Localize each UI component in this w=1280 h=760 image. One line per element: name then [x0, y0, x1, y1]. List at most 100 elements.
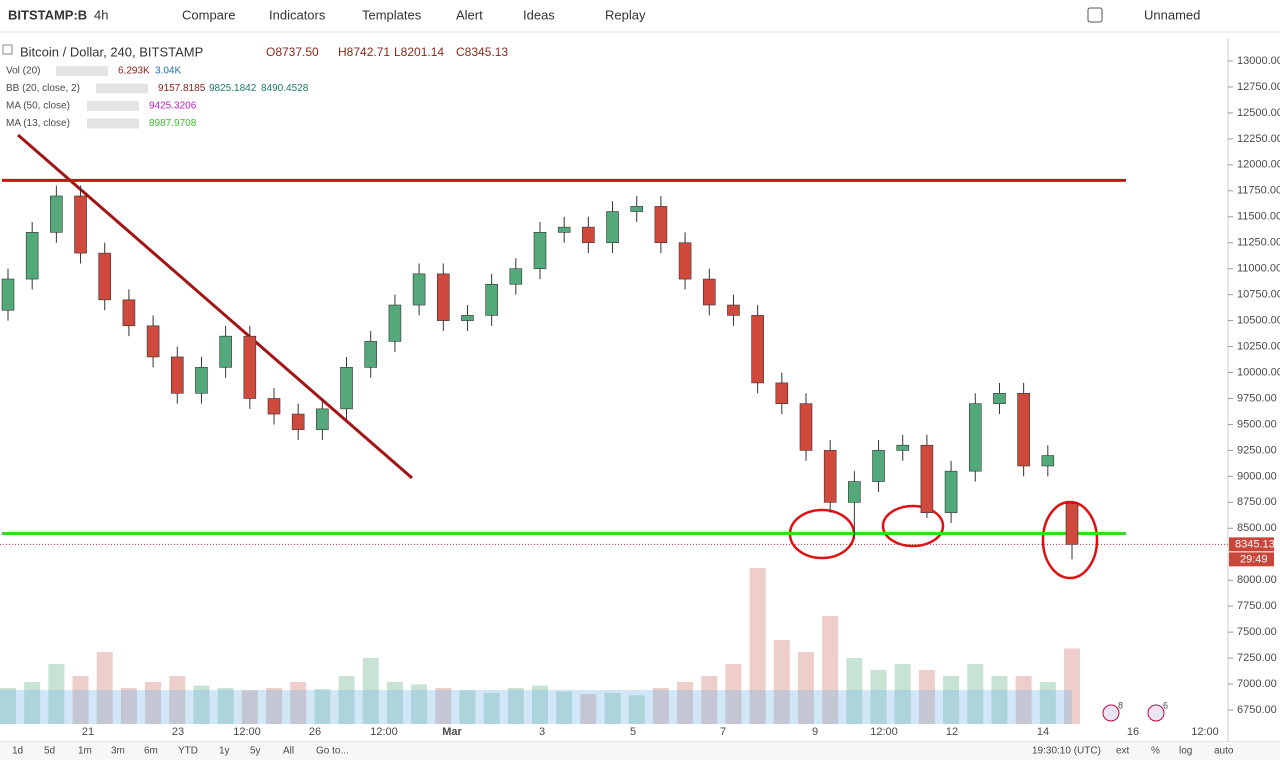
toolbar-button[interactable]: Compare: [182, 7, 235, 22]
range-button[interactable]: 1d: [12, 746, 23, 757]
volume-bar: [580, 694, 597, 724]
flag-icon[interactable]: [1147, 704, 1165, 722]
study-value: 9825.1842: [209, 83, 257, 94]
y-tick-label: 10500.00: [1237, 315, 1280, 327]
circle-annotation: [881, 504, 945, 548]
range-button[interactable]: All: [283, 746, 294, 757]
volume-bar: [556, 691, 573, 724]
layout-icon[interactable]: [1087, 7, 1103, 23]
volume-bar: [870, 670, 887, 724]
study-controls[interactable]: [96, 83, 148, 94]
volume-bar: [120, 688, 137, 724]
axis-option[interactable]: %: [1151, 746, 1160, 757]
toolbar: [0, 0, 1280, 32]
volume-bar: [145, 682, 162, 724]
candle-body: [799, 403, 813, 451]
study-value: 6.293K: [118, 66, 150, 77]
y-tick-label: 11500.00: [1237, 211, 1280, 223]
candle-body: [219, 335, 232, 368]
y-tick-label: 8750.00: [1237, 496, 1277, 508]
bottom-bar: [0, 742, 1280, 760]
y-tick-label: 7500.00: [1237, 626, 1277, 638]
interval[interactable]: 4h: [94, 7, 108, 22]
range-button[interactable]: 5y: [250, 746, 261, 757]
volume-bar: [725, 664, 742, 724]
volume-bar: [241, 690, 258, 724]
x-tick-label: 12: [946, 726, 958, 738]
study-value: 9425.3206: [149, 101, 197, 112]
volume-bar: [701, 676, 718, 724]
legend-ohlc: L8201.14: [394, 45, 444, 59]
study-name: MA (50, close): [6, 101, 70, 112]
toolbar-button[interactable]: Indicators: [269, 7, 326, 22]
study-controls[interactable]: [87, 118, 139, 129]
candle-body: [968, 403, 982, 472]
range-button[interactable]: 6m: [144, 746, 158, 757]
x-tick-label: 9: [812, 726, 818, 738]
x-tick-label: 16: [1127, 726, 1139, 738]
collapse-icon[interactable]: [2, 44, 13, 55]
toolbar-button[interactable]: Ideas: [523, 7, 555, 22]
x-tick-label: 3: [539, 726, 545, 738]
range-button[interactable]: YTD: [178, 746, 198, 757]
flag-count: 8: [1118, 700, 1123, 710]
axis-option[interactable]: auto: [1214, 746, 1234, 757]
x-tick-label: 12:00: [870, 726, 898, 738]
price-label: 8345.13: [1235, 538, 1275, 550]
candle-body: [316, 408, 329, 430]
range-button[interactable]: Go to...: [316, 746, 349, 757]
candle-body: [74, 195, 87, 254]
candle-body: [291, 413, 305, 430]
y-tick-label: 12250.00: [1237, 133, 1280, 145]
toolbar-button[interactable]: Templates: [362, 7, 422, 22]
volume-bar: [96, 652, 113, 724]
flag-icon[interactable]: [1102, 704, 1120, 722]
volume-bar: [1039, 682, 1056, 724]
volume-bar: [846, 658, 863, 724]
symbol[interactable]: BITSTAMP:B: [8, 7, 87, 22]
range-button[interactable]: 1m: [78, 746, 92, 757]
y-tick-label: 10750.00: [1237, 289, 1280, 301]
volume-bar: [822, 616, 839, 724]
candle-body: [340, 367, 353, 410]
volume-bar: [362, 658, 379, 724]
countdown: 29:49: [1240, 553, 1268, 565]
volume-bar: [773, 640, 790, 724]
volume-bar: [894, 664, 911, 724]
range-button[interactable]: 3m: [111, 746, 125, 757]
study-value: 9157.8185: [158, 83, 206, 94]
candle-body: [533, 232, 547, 269]
axis-option[interactable]: log: [1179, 746, 1192, 757]
flag-count: 6: [1163, 700, 1168, 710]
volume-bar: [48, 664, 65, 724]
volume-bar: [507, 688, 524, 724]
candle-body: [436, 273, 450, 321]
range-button[interactable]: 1y: [219, 746, 230, 757]
volume-bar: [943, 676, 960, 724]
y-tick-label: 9750.00: [1237, 392, 1277, 404]
layout-name[interactable]: Unnamed: [1144, 7, 1200, 22]
range-button[interactable]: 5d: [44, 746, 55, 757]
y-tick-label: 7750.00: [1237, 600, 1277, 612]
y-tick-label: 13000.00: [1237, 55, 1280, 67]
x-tick-label: 5: [630, 726, 636, 738]
candle-body: [25, 232, 39, 280]
volume-bar: [0, 688, 16, 724]
axis-option[interactable]: ext: [1116, 746, 1130, 757]
candle-body: [195, 367, 208, 394]
y-tick-label: 7250.00: [1237, 652, 1277, 664]
toolbar-button[interactable]: Alert: [456, 7, 483, 22]
candle-body: [243, 335, 257, 399]
study-controls[interactable]: [87, 101, 139, 111]
y-tick-label: 8500.00: [1237, 522, 1277, 534]
study-controls[interactable]: [56, 66, 108, 76]
clock: 19:30:10 (UTC): [1032, 746, 1101, 757]
legend-ohlc: C8345.13: [456, 45, 508, 59]
y-tick-label: 7000.00: [1237, 678, 1277, 690]
toolbar-button[interactable]: Replay: [605, 7, 646, 22]
x-tick-label: 12:00: [370, 726, 398, 738]
candle-body: [630, 206, 644, 212]
candle-body: [485, 283, 498, 316]
volume-bar: [652, 688, 669, 724]
